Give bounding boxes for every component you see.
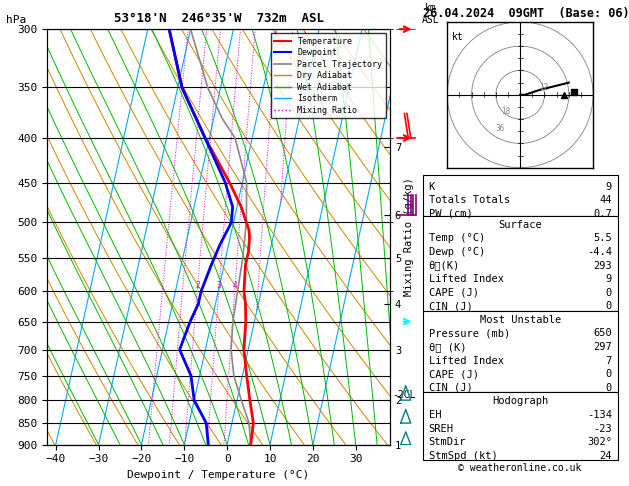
Text: hPa: hPa [6, 15, 26, 25]
Text: 5.5: 5.5 [593, 233, 612, 243]
Text: EH: EH [428, 410, 441, 420]
Text: Hodograph: Hodograph [492, 397, 548, 406]
Bar [423, 216, 618, 311]
Bar [423, 175, 618, 216]
Text: Surface: Surface [498, 220, 542, 230]
Text: 293: 293 [593, 260, 612, 271]
Text: θᴇ (K): θᴇ (K) [428, 342, 466, 352]
Text: StmSpd (kt): StmSpd (kt) [428, 451, 498, 461]
Legend: Temperature, Dewpoint, Parcel Trajectory, Dry Adiabat, Wet Adiabat, Isotherm, Mi: Temperature, Dewpoint, Parcel Trajectory… [271, 34, 386, 118]
Text: CAPE (J): CAPE (J) [428, 369, 479, 379]
Text: Lifted Index: Lifted Index [428, 356, 504, 365]
Text: 0: 0 [606, 301, 612, 312]
Text: 24: 24 [599, 451, 612, 461]
Text: 3: 3 [216, 281, 221, 290]
Text: CIN (J): CIN (J) [428, 383, 472, 393]
Text: Dewp (°C): Dewp (°C) [428, 247, 485, 257]
Text: 53°18'N  246°35'W  732m  ASL: 53°18'N 246°35'W 732m ASL [114, 12, 323, 25]
Text: 0: 0 [606, 288, 612, 298]
Text: -4.4: -4.4 [587, 247, 612, 257]
Text: θᴇ(K): θᴇ(K) [428, 260, 460, 271]
Text: -23: -23 [593, 424, 612, 434]
Text: km
ASL: km ASL [422, 3, 440, 25]
Text: 9: 9 [606, 274, 612, 284]
Text: Temp (°C): Temp (°C) [428, 233, 485, 243]
Text: 0: 0 [606, 369, 612, 379]
Text: kt: kt [452, 32, 464, 42]
X-axis label: Dewpoint / Temperature (°C): Dewpoint / Temperature (°C) [128, 470, 309, 480]
Text: 26.04.2024  09GMT  (Base: 06): 26.04.2024 09GMT (Base: 06) [423, 7, 629, 20]
Text: 0: 0 [606, 383, 612, 393]
Text: StmDir: StmDir [428, 437, 466, 447]
Text: 36: 36 [496, 124, 505, 133]
Text: PW (cm): PW (cm) [428, 209, 472, 219]
Text: SREH: SREH [428, 424, 454, 434]
Text: 12: 12 [540, 83, 549, 92]
Text: Most Unstable: Most Unstable [479, 315, 561, 325]
Bar [423, 311, 618, 392]
Y-axis label: Mixing Ratio (g/kg): Mixing Ratio (g/kg) [404, 177, 414, 296]
Text: 44: 44 [599, 195, 612, 206]
Text: K: K [428, 182, 435, 192]
Text: Pressure (mb): Pressure (mb) [428, 329, 509, 338]
Text: 297: 297 [593, 342, 612, 352]
Text: 650: 650 [593, 329, 612, 338]
Text: 7: 7 [606, 356, 612, 365]
Text: 2: 2 [195, 281, 199, 290]
Text: 9: 9 [606, 182, 612, 192]
Text: 302°: 302° [587, 437, 612, 447]
Text: 0.7: 0.7 [593, 209, 612, 219]
Text: -134: -134 [587, 410, 612, 420]
Text: -2CL: -2CL [392, 390, 416, 400]
Text: 18: 18 [501, 107, 510, 116]
Text: CAPE (J): CAPE (J) [428, 288, 479, 298]
Text: CIN (J): CIN (J) [428, 301, 472, 312]
Text: © weatheronline.co.uk: © weatheronline.co.uk [459, 463, 582, 473]
Bar [423, 392, 618, 460]
Text: Lifted Index: Lifted Index [428, 274, 504, 284]
Text: 4: 4 [232, 281, 237, 290]
Text: Totals Totals: Totals Totals [428, 195, 509, 206]
